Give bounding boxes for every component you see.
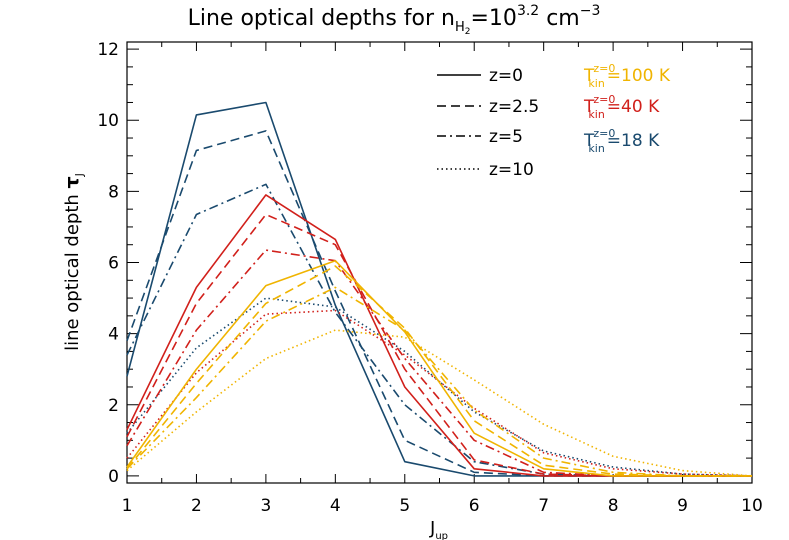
linestyle-legend: z=0 z=2.5 z=5 z=10	[437, 66, 539, 180]
legend-label-z2_5: z=2.5	[489, 97, 539, 117]
x-tick-label: 3	[260, 496, 271, 516]
x-axis-label: Jup	[429, 518, 448, 540]
series-line-18K-z5	[126, 183, 752, 477]
x-tick-label: 6	[469, 496, 480, 516]
legend-label-z0: z=0	[489, 66, 523, 86]
legend-label-z5: z=5	[489, 127, 523, 147]
legend-temp-100k: Tz=0 kin =100 K	[583, 62, 671, 90]
series-line-100K-z2_5	[126, 265, 752, 477]
x-tick-label: 10	[741, 496, 763, 516]
x-tick-label: 8	[608, 496, 619, 516]
series-line-18K-z10	[126, 297, 753, 477]
x-tick-label: 1	[122, 496, 133, 516]
x-tick-label: 2	[191, 496, 202, 516]
x-tick-label: 9	[677, 496, 688, 516]
series-line-100K-z10	[126, 329, 753, 477]
x-tick-label: 7	[538, 496, 549, 516]
legend-temp-40k: Tz=0 kin =40 K	[583, 93, 660, 121]
y-tick-label: 4	[108, 325, 119, 345]
series-line-18K-z2_5	[126, 130, 752, 477]
y-tick-label: 2	[108, 396, 119, 416]
legend-temp-18k: Tz=0 kin =18 K	[583, 127, 660, 155]
series-line-100K-z0	[126, 259, 752, 477]
series-line-40K-z5	[126, 249, 752, 477]
x-tick-label: 5	[399, 496, 410, 516]
y-tick-label: 6	[108, 254, 119, 274]
color-legend: Tz=0 kin =100 K Tz=0 kin =40 K Tz=0 kin =18 K	[583, 62, 671, 155]
y-tick-label: 10	[97, 111, 119, 131]
y-axis-label: line optical depth τJ	[61, 173, 86, 351]
series-group	[126, 101, 753, 477]
chart-title: Line optical depths for nH2=103.2 cm−3	[188, 3, 601, 37]
y-tick-label: 12	[97, 40, 119, 60]
y-tick-label: 8	[108, 182, 119, 202]
series-line-18K-z0	[126, 101, 752, 477]
axis-ticks	[126, 42, 753, 483]
y-tick-label: 0	[108, 467, 119, 487]
x-tick-label: 4	[330, 496, 341, 516]
legend-label-z10: z=10	[489, 160, 534, 180]
